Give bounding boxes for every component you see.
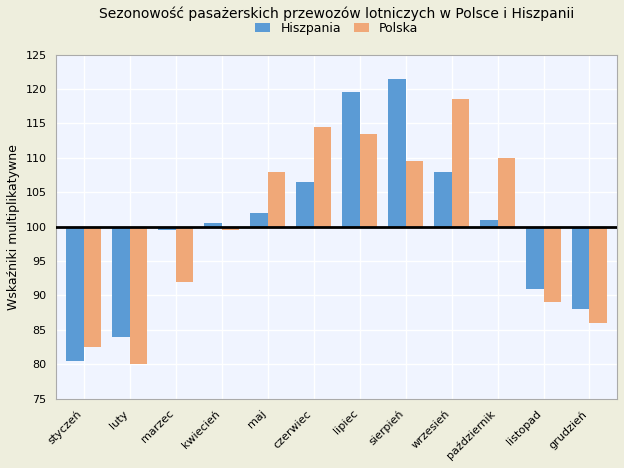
Bar [480, 220, 497, 227]
Bar [544, 227, 561, 302]
Title: Sezonowość pasażerskich przewozów lotniczych w Polsce i Hiszpanii: Sezonowość pasażerskich przewozów lotnic… [99, 7, 574, 22]
Bar [434, 172, 452, 227]
Bar [67, 227, 84, 361]
Bar [388, 79, 406, 227]
Bar [268, 172, 285, 227]
Bar [526, 227, 544, 289]
Y-axis label: Wskaźniki multiplikatywne: Wskaźniki multiplikatywne [7, 144, 20, 310]
Bar [84, 227, 101, 347]
Bar [314, 127, 331, 227]
Bar [250, 213, 268, 227]
Bar [342, 92, 359, 227]
Legend: Hiszpania, Polska: Hiszpania, Polska [253, 20, 421, 37]
Bar [590, 227, 607, 323]
Bar [452, 99, 469, 227]
Bar [296, 182, 314, 227]
Bar [176, 227, 193, 282]
Bar [406, 161, 423, 227]
Bar [222, 227, 239, 230]
Bar [130, 227, 147, 364]
Bar [204, 223, 222, 227]
Bar [158, 227, 176, 230]
Bar [112, 227, 130, 337]
Bar [572, 227, 590, 309]
Bar [497, 158, 515, 227]
Bar [359, 134, 377, 227]
